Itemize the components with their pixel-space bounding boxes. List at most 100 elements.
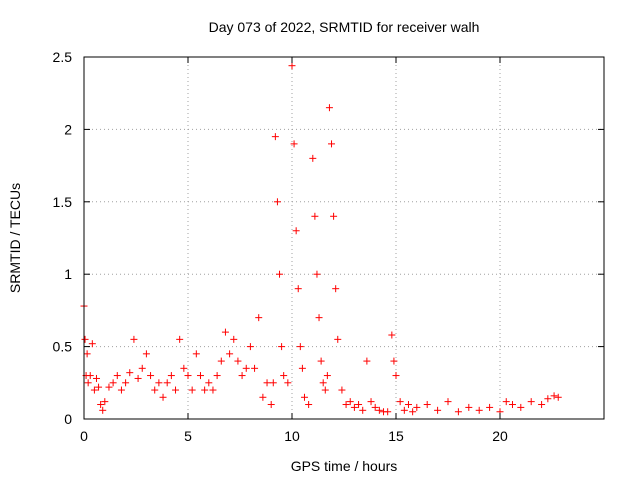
data-point	[311, 212, 319, 220]
data-point	[404, 401, 412, 409]
data-point	[259, 393, 267, 401]
data-point	[300, 393, 308, 401]
data-point	[95, 383, 103, 391]
data-point	[246, 343, 254, 351]
chart-title: Day 073 of 2022, SRMTID for receiver wal…	[209, 19, 480, 35]
y-tick-label: 1.5	[53, 194, 73, 210]
data-point	[342, 401, 350, 409]
data-point	[434, 406, 442, 414]
x-tick-label: 5	[184, 428, 192, 444]
data-point	[400, 406, 408, 414]
data-point	[180, 364, 188, 372]
data-point	[188, 386, 196, 394]
data-point	[444, 398, 452, 406]
data-points	[80, 62, 562, 416]
data-point	[81, 335, 89, 343]
grid-layer	[84, 57, 604, 419]
data-point	[273, 198, 281, 206]
data-point	[278, 343, 286, 351]
data-point	[151, 386, 159, 394]
data-point	[201, 386, 209, 394]
data-point	[392, 372, 400, 380]
data-point	[138, 364, 146, 372]
plot-frame	[83, 56, 605, 420]
data-point	[92, 374, 100, 382]
axes: 0 5 10 15 20 0 0.5 1 1.5 2 2.5	[53, 49, 605, 444]
data-point	[84, 379, 92, 387]
data-point	[217, 357, 225, 365]
data-point	[363, 357, 371, 365]
data-point	[332, 285, 340, 293]
data-point	[544, 395, 552, 403]
data-point	[465, 403, 473, 411]
data-point	[251, 364, 259, 372]
data-point	[375, 406, 383, 414]
data-point	[101, 398, 109, 406]
data-point	[350, 403, 358, 411]
data-point	[192, 350, 200, 358]
data-point	[346, 398, 354, 406]
data-point	[454, 408, 462, 416]
y-axis-label: SRMTID / TECUs	[7, 183, 23, 293]
data-point	[321, 386, 329, 394]
data-point	[325, 104, 333, 112]
data-point	[238, 372, 246, 380]
data-point	[296, 343, 304, 351]
data-point	[230, 335, 238, 343]
data-point	[527, 398, 535, 406]
data-point	[255, 314, 263, 322]
data-point	[126, 369, 134, 377]
x-tick-label: 10	[284, 428, 300, 444]
data-point	[267, 401, 275, 409]
data-point	[313, 270, 321, 278]
data-point	[163, 379, 171, 387]
data-point	[97, 401, 105, 409]
data-point	[88, 340, 96, 348]
data-point	[263, 379, 271, 387]
data-point	[338, 386, 346, 394]
data-point	[209, 386, 217, 394]
y-tick-label: 1	[64, 266, 72, 282]
data-point	[396, 398, 404, 406]
data-point	[475, 406, 483, 414]
data-point	[305, 401, 313, 409]
data-point	[234, 357, 242, 365]
data-point	[367, 398, 375, 406]
data-point	[213, 372, 221, 380]
data-point	[294, 285, 302, 293]
data-point	[334, 335, 342, 343]
data-point	[117, 386, 125, 394]
data-point	[554, 393, 562, 401]
data-point	[226, 350, 234, 358]
data-point	[317, 357, 325, 365]
data-point	[90, 386, 98, 394]
data-point	[205, 379, 213, 387]
x-tick-label: 15	[388, 428, 404, 444]
data-point	[384, 408, 392, 416]
data-point	[105, 383, 113, 391]
data-point	[355, 401, 363, 409]
data-point	[147, 372, 155, 380]
data-point	[130, 335, 138, 343]
data-point	[409, 408, 417, 416]
data-point	[83, 350, 91, 358]
data-point	[113, 372, 121, 380]
data-point	[288, 62, 296, 70]
x-tick-label: 0	[80, 428, 88, 444]
data-point	[159, 393, 167, 401]
data-point	[290, 140, 298, 148]
data-point	[550, 392, 558, 400]
data-point	[359, 406, 367, 414]
data-point	[315, 314, 323, 322]
data-point	[319, 379, 327, 387]
data-point	[298, 364, 306, 372]
data-point	[486, 403, 494, 411]
data-point	[167, 372, 175, 380]
data-point	[122, 379, 130, 387]
data-point	[502, 398, 510, 406]
data-point	[371, 403, 379, 411]
data-point	[142, 350, 150, 358]
data-point	[242, 364, 250, 372]
data-point	[538, 401, 546, 409]
